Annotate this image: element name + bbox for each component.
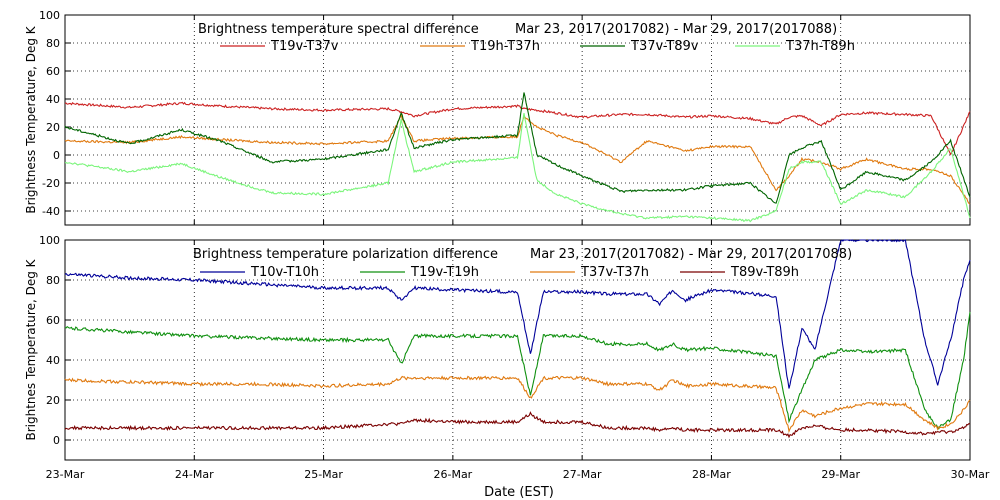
panel-title: Brightness temperature spectral differen… (198, 22, 479, 37)
y-tick-label: 20 (46, 394, 60, 407)
y-tick-label: 0 (53, 149, 60, 162)
series-line-t19v-t37v (64, 101, 971, 156)
x-tick-label: 28-Mar (692, 468, 731, 481)
legend-label: T19v-T19h (410, 265, 479, 280)
y-tick-label: 60 (46, 65, 60, 78)
x-tick-label: 25-Mar (304, 468, 343, 481)
x-tick-label: 24-Mar (175, 468, 214, 481)
series-line-t89v-t89h (64, 411, 971, 439)
panel-title: Brightness temperature polarization diff… (193, 247, 498, 262)
grid (65, 239, 970, 460)
series-line-t37v-t37h (64, 375, 971, 434)
y-tick-label: 80 (46, 37, 60, 50)
panel-frame (64, 14, 971, 226)
panel-date-range: Mar 23, 2017(2017082) - Mar 29, 2017(201… (515, 22, 837, 37)
series-lines (64, 92, 971, 223)
legend-label: T19v-T37v (270, 39, 339, 54)
spectral-difference-panel: 100 80 60 40 20 0 -20 -40 Brightness temperatur… (24, 9, 971, 226)
y-tick-label: 20 (46, 121, 60, 134)
series-lines (64, 239, 971, 439)
series-line-t19v-t19h (64, 311, 971, 430)
series-line-t37v-t89v (64, 92, 971, 204)
y-tick-label: -40 (42, 205, 60, 218)
y-tick-label: 80 (46, 274, 60, 287)
x-tick-label: 29-Mar (821, 468, 860, 481)
series-line-t10v-t10h (64, 239, 971, 389)
panel-date-range: Mar 23, 2017(2017082) - Mar 29, 2017(201… (530, 247, 852, 262)
y-axis-label: Brightnes Temperature, Deg K (24, 258, 38, 440)
y-tick-label: 60 (46, 314, 60, 327)
legend-label: T89v-T89h (730, 265, 799, 280)
polarization-difference-panel: 100 80 60 40 20 0 Brightness temperature pola… (24, 234, 971, 461)
legend: T10v-T10h T19v-T19h T37v-T37h T89v-T89h (200, 265, 799, 280)
x-tick-label: 27-Mar (563, 468, 602, 481)
legend-label: T37h-T89h (785, 39, 855, 54)
legend-label: T37v-T89v (630, 39, 699, 54)
y-tick-label: 100 (39, 234, 60, 247)
x-tick-label: 26-Mar (433, 468, 472, 481)
y-tick-label: 0 (53, 434, 60, 447)
y-tick-labels: 100 80 60 40 20 0 -20 -40 (39, 9, 60, 218)
x-tick-labels: 23-Mar 24-Mar 25-Mar 26-Mar 27-Mar 28-Mar 29-M… (46, 468, 990, 481)
legend: T19v-T37v T19h-T37h T37v-T89v T37h-T89h (220, 39, 855, 54)
x-tick-label: 30-Mar (951, 468, 990, 481)
y-tick-label: 40 (46, 354, 60, 367)
y-tick-label: 40 (46, 93, 60, 106)
y-tick-label: -20 (42, 177, 60, 190)
legend-label: T37v-T37h (580, 265, 649, 280)
y-tick-labels: 100 80 60 40 20 0 (39, 234, 60, 447)
panel-frame (64, 239, 971, 461)
series-line-t37h-t89h (64, 113, 971, 223)
x-tick-label: 23-Mar (46, 468, 85, 481)
x-axis-label: Date (EST) (484, 485, 554, 500)
legend-label: T19h-T37h (470, 39, 540, 54)
y-tick-label: 100 (39, 9, 60, 22)
legend-label: T10v-T10h (250, 265, 319, 280)
y-axis-label: Brightness Temperature, Deg K (24, 25, 38, 213)
